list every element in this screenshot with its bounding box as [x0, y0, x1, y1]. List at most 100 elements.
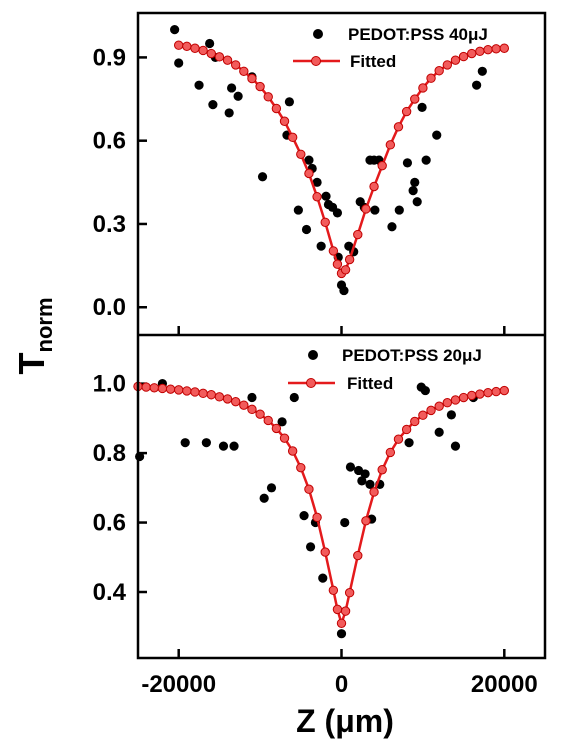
bottom-data-point [450, 441, 461, 451]
bottom-data-point [229, 441, 239, 451]
top-fitted-point [426, 73, 436, 83]
bottom-data-point [266, 483, 277, 493]
bottom-fitted-point [328, 585, 339, 595]
bottom-fitted-point [418, 410, 428, 420]
y-axis-title-subscript: norm [32, 298, 57, 353]
x-tick-label: 20000 [471, 671, 538, 698]
bottom-fitted-point [222, 394, 233, 404]
top-fitted-point [418, 83, 428, 93]
bottom-fitted-point [214, 392, 225, 402]
bottom-data-point [365, 479, 375, 489]
top-data-point [284, 97, 295, 107]
bottom-y-tick-label: 0.8 [93, 440, 126, 467]
top-data-point [370, 205, 380, 215]
top-fitted-point [182, 41, 192, 52]
top-y-tick-label: 0.0 [93, 294, 126, 321]
top-data-point [224, 108, 234, 118]
bottom-y-tick-label: 0.4 [93, 579, 127, 606]
bottom-y-tick-label: 0.6 [93, 510, 126, 537]
bottom-data-point [201, 438, 211, 448]
bottom-data-point [135, 451, 145, 462]
top-fitted-point [312, 192, 322, 202]
top-fitted-point [304, 168, 314, 179]
bottom-fitted-point [312, 512, 322, 523]
top-fitted-point [198, 45, 208, 56]
bottom-fitted-point [401, 424, 412, 435]
top-fitted-point [499, 43, 509, 53]
bottom-fitted-point [141, 382, 151, 392]
top-data-point [205, 38, 215, 49]
bottom-fitted-point [174, 385, 184, 395]
bottom-fitted-point [369, 487, 379, 497]
bottom-data-point [318, 573, 328, 583]
bottom-data-point [340, 517, 350, 528]
bottom-fitted-point [230, 396, 241, 407]
top-fitted-point [239, 66, 249, 76]
top-fitted-point [475, 46, 485, 57]
bottom-data-point [420, 385, 430, 396]
legend-bottom-line-marker [306, 378, 316, 388]
bottom-fitted-point [442, 398, 453, 408]
legend-bottom-scatter-marker [308, 350, 318, 360]
bottom-data-point [336, 629, 347, 639]
top-fitted-point [361, 204, 371, 214]
bottom-fitted-point [239, 400, 249, 410]
bottom-data-point [357, 476, 367, 486]
top-fitted-point [344, 254, 355, 265]
top-data-point [174, 58, 184, 68]
legend-top-line-label: Fitted [350, 52, 396, 71]
bottom-fitted-point [320, 547, 330, 557]
top-fitted-point [332, 259, 343, 269]
top-data-point [421, 155, 431, 165]
bottom-data-point [218, 441, 229, 451]
top-fitted-point [442, 60, 453, 70]
legend-bottom-line-label: Fitted [347, 374, 393, 393]
top-data-point [477, 66, 487, 76]
top-data-point [301, 224, 312, 235]
bottom-fitted-point [393, 434, 404, 444]
top-fitted-point [483, 44, 493, 55]
bottom-fitted-point [426, 405, 436, 416]
top-data-point [332, 208, 343, 218]
bottom-fitted-point [458, 392, 469, 403]
bottom-fitted-point [467, 390, 477, 401]
top-data-point [208, 100, 218, 110]
y-axis-title-main: T [11, 353, 52, 375]
bottom-fitted-point [491, 386, 501, 397]
top-data-point [321, 191, 331, 201]
top-fitted-point [296, 149, 306, 159]
bottom-fitted-point [332, 604, 343, 615]
top-data-point [170, 25, 180, 35]
bottom-fitted-point [287, 446, 298, 456]
bottom-data-point [277, 417, 287, 427]
bottom-fitted-point [263, 415, 273, 426]
bottom-fitted-line [137, 385, 505, 628]
top-data-point [472, 80, 482, 90]
bottom-fitted-point [198, 388, 208, 399]
bottom-fitted-point [271, 423, 282, 434]
top-data-point [408, 186, 418, 196]
bottom-fitted-point [475, 389, 485, 399]
top-data-point [233, 91, 243, 101]
top-data-point [417, 102, 427, 112]
top-fitted-point [401, 106, 412, 117]
bottom-fitted-point [296, 462, 306, 473]
bottom-y-tick-label: 1.0 [93, 371, 126, 398]
top-fitted-point [206, 48, 216, 59]
top-fitted-point [353, 229, 363, 240]
top-data-point [304, 155, 314, 165]
bottom-fitted-point [361, 516, 371, 526]
bottom-fitted-point [340, 606, 351, 616]
bottom-data-point [299, 511, 309, 521]
top-data-point [194, 80, 204, 90]
top-fitted-point [450, 55, 461, 65]
bottom-data-point [360, 469, 370, 479]
bottom-fitted-point [255, 409, 265, 419]
legend-bottom: PEDOT:PSS 20μJ Fitted [288, 346, 482, 393]
x-tick-label: -20000 [141, 671, 216, 698]
top-data-point [412, 197, 422, 207]
top-fitted-point [247, 73, 257, 84]
top-data-point [410, 177, 420, 187]
top-fitted-point [377, 160, 387, 171]
top-data-point [402, 158, 413, 168]
